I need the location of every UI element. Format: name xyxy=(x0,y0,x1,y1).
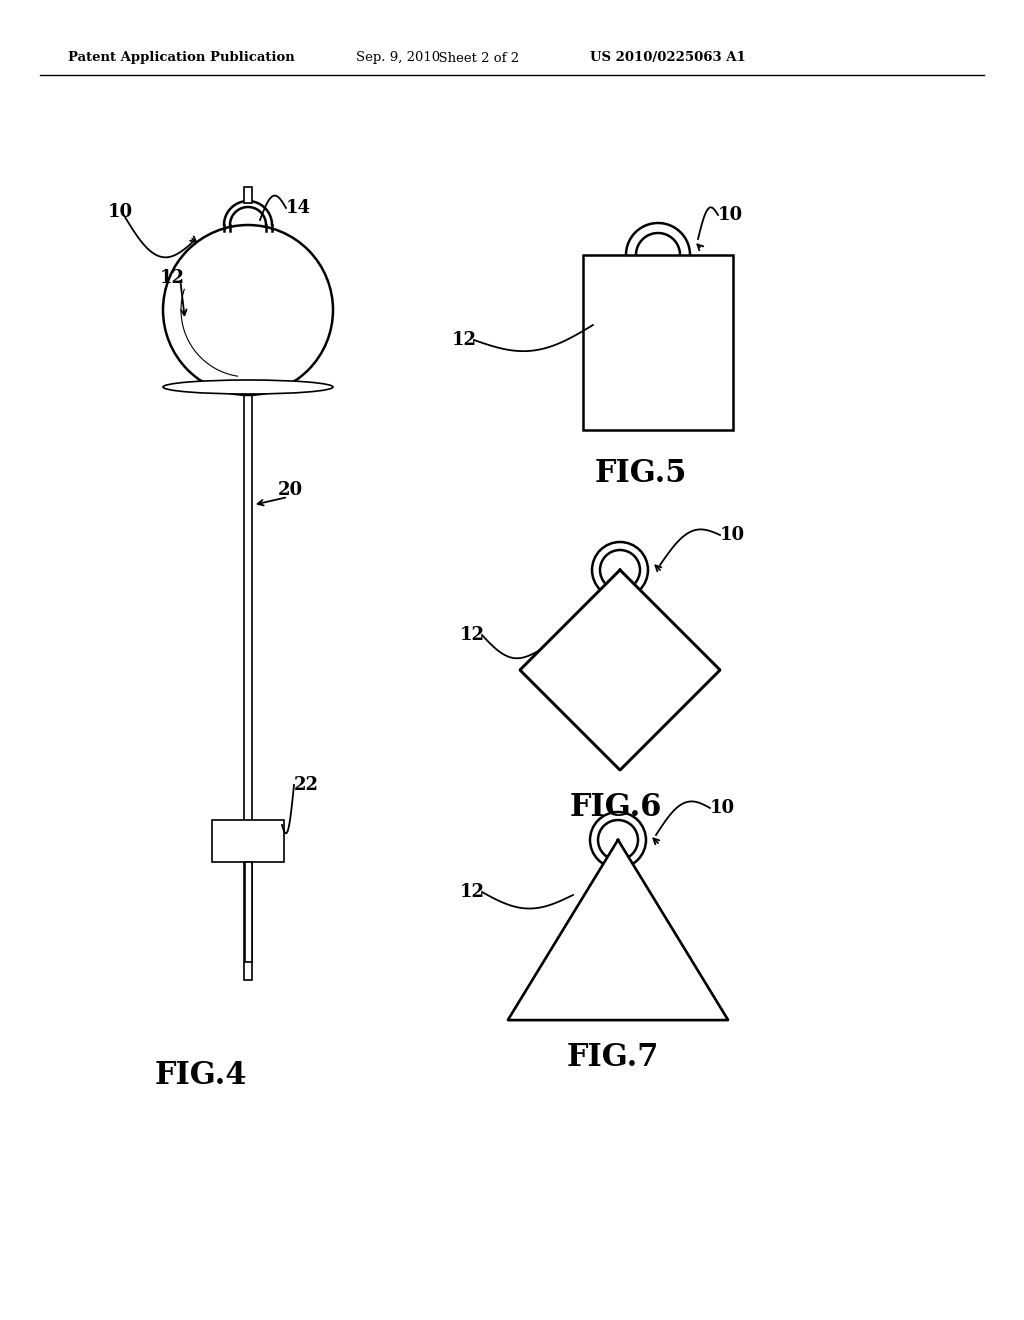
Bar xyxy=(212,820,284,862)
Polygon shape xyxy=(508,840,728,1020)
Text: FIG.5: FIG.5 xyxy=(595,458,687,488)
Ellipse shape xyxy=(163,224,333,395)
Text: FIG.6: FIG.6 xyxy=(570,792,663,822)
Text: 12: 12 xyxy=(452,331,477,348)
Ellipse shape xyxy=(592,543,648,598)
Ellipse shape xyxy=(598,820,638,861)
Text: Sheet 2 of 2: Sheet 2 of 2 xyxy=(430,51,519,65)
Bar xyxy=(583,255,733,430)
Ellipse shape xyxy=(163,380,333,393)
Polygon shape xyxy=(520,570,720,770)
Text: 10: 10 xyxy=(718,206,743,224)
Bar xyxy=(244,187,252,203)
Text: 12: 12 xyxy=(460,883,485,902)
Text: FIG.4: FIG.4 xyxy=(155,1060,248,1092)
Text: US 2010/0225063 A1: US 2010/0225063 A1 xyxy=(590,51,745,65)
Text: 10: 10 xyxy=(720,525,745,544)
Text: 10: 10 xyxy=(108,203,133,220)
Bar xyxy=(245,862,252,962)
Text: 12: 12 xyxy=(460,626,485,644)
Ellipse shape xyxy=(600,550,640,590)
Bar xyxy=(244,393,252,979)
Text: Sep. 9, 2010: Sep. 9, 2010 xyxy=(356,51,440,65)
Ellipse shape xyxy=(590,812,646,869)
Text: 12: 12 xyxy=(160,269,185,286)
Text: FIG.7: FIG.7 xyxy=(567,1041,659,1073)
Text: 14: 14 xyxy=(286,199,311,216)
Text: 22: 22 xyxy=(294,776,319,795)
Text: 10: 10 xyxy=(710,799,735,817)
Text: 20: 20 xyxy=(278,480,303,499)
Text: Patent Application Publication: Patent Application Publication xyxy=(68,51,295,65)
